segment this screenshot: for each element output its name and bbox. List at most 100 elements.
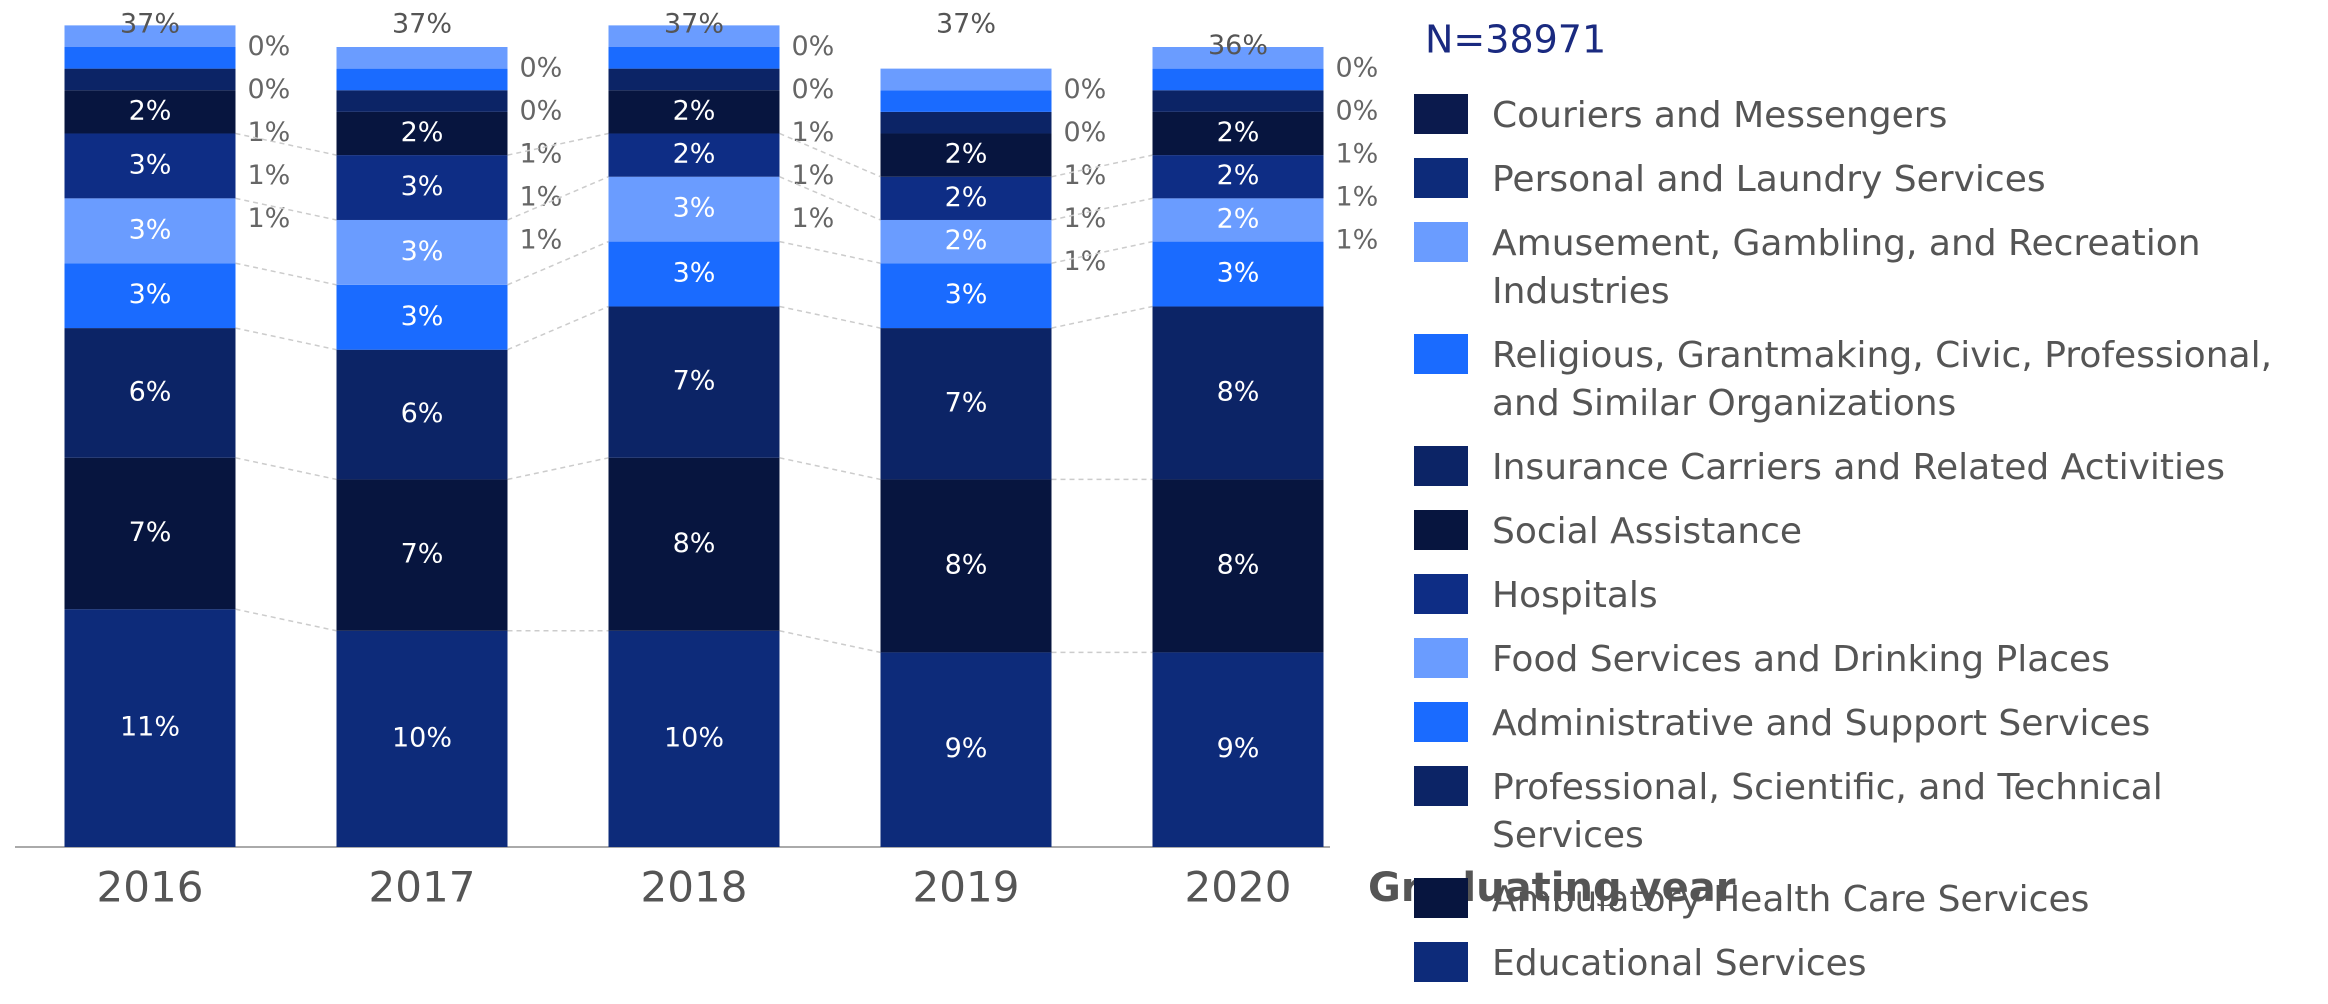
bar-segment	[336, 284, 508, 350]
data-label-outside: 1%	[248, 117, 291, 148]
data-label: 9%	[945, 733, 988, 764]
legend-label: Couriers and Messengers	[1492, 95, 1948, 136]
data-label-outside: 1%	[248, 203, 291, 234]
connector	[507, 457, 609, 481]
legend-swatch	[1414, 878, 1468, 918]
data-label: 10%	[664, 722, 724, 753]
legend-label: Amusement, Gambling, and Recreation Indu…	[1492, 223, 2201, 312]
total-label: 37%	[664, 9, 724, 40]
data-label-outside: 0%	[248, 31, 291, 62]
total-label: 37%	[936, 9, 996, 40]
bar-segment	[64, 47, 236, 69]
data-label: 7%	[673, 366, 716, 397]
data-label: 6%	[401, 398, 444, 429]
data-label: 2%	[1217, 160, 1260, 191]
bar-segment	[1152, 241, 1324, 307]
data-label: 2%	[673, 95, 716, 126]
bar-segment	[608, 133, 780, 177]
data-label-outside: 1%	[792, 160, 835, 191]
data-label-outside: 1%	[1064, 203, 1107, 234]
data-label-outside: 0%	[1336, 53, 1379, 84]
bar-segment	[336, 630, 508, 847]
data-label: 3%	[401, 301, 444, 332]
legend-label: Insurance Carriers and Related Activitie…	[1492, 447, 2225, 488]
legend-item: Food Services and Drinking Places	[1414, 636, 2314, 684]
legend-label: Professional, Scientific, and Technical …	[1492, 767, 2163, 856]
chart: N=38971 Graduating year 201611%7%6%3%3%3…	[15, 9, 1736, 907]
total-label: 37%	[392, 9, 452, 40]
legend-swatch	[1414, 510, 1468, 550]
bar-segment	[64, 198, 236, 264]
total-label: 37%	[120, 9, 180, 40]
legend-label: Social Assistance	[1492, 511, 1803, 552]
data-label: 3%	[673, 193, 716, 224]
bar-segment	[1152, 155, 1324, 199]
legend-swatch	[1414, 766, 1468, 806]
legend-item: Ambulatory Health Care Services	[1414, 876, 2314, 924]
x-tick-label: 2016	[97, 863, 204, 907]
page: {"chart_data": {"type": "stacked_bar", "…	[15, 8, 2314, 984]
legend-item: Religious, Grantmaking, Civic, Professio…	[1414, 332, 2314, 428]
bar-segment	[608, 630, 780, 847]
data-label-outside: 1%	[520, 225, 563, 256]
data-label-outside: 0%	[1064, 117, 1107, 148]
bar-segment	[1152, 652, 1324, 847]
legend-item: Professional, Scientific, and Technical …	[1414, 764, 2314, 860]
bar-segment	[64, 609, 236, 847]
legend-swatch	[1414, 446, 1468, 486]
bar-segment	[336, 349, 508, 480]
data-label-outside: 0%	[520, 96, 563, 127]
bar-segment	[880, 652, 1052, 847]
data-label-outside: 1%	[520, 139, 563, 170]
legend-item: Amusement, Gambling, and Recreation Indu…	[1414, 220, 2314, 316]
connector	[507, 305, 609, 351]
data-label-outside: 1%	[792, 203, 835, 234]
bar-segment	[880, 328, 1052, 480]
x-tick-label: 2020	[1185, 863, 1292, 907]
bar-segment	[64, 68, 236, 91]
bar-segment	[336, 68, 508, 91]
connector	[779, 132, 881, 178]
data-label: 3%	[401, 236, 444, 267]
total-label: 36%	[1208, 30, 1268, 61]
bar-segment	[1152, 306, 1324, 480]
data-label: 7%	[129, 517, 172, 548]
x-tick-label: 2019	[913, 863, 1020, 907]
bar-segment	[1152, 479, 1324, 653]
data-label: 6%	[129, 376, 172, 407]
data-label: 3%	[129, 149, 172, 180]
connector	[779, 630, 881, 654]
legend-item: Insurance Carriers and Related Activitie…	[1414, 444, 2314, 492]
connector	[779, 457, 881, 481]
data-label: 10%	[392, 722, 452, 753]
legend-swatch	[1414, 942, 1468, 982]
data-label: 3%	[945, 279, 988, 310]
data-label: 3%	[673, 258, 716, 289]
data-label-outside: 1%	[1064, 160, 1107, 191]
bar-segment	[64, 133, 236, 199]
bar-segment	[64, 328, 236, 458]
data-label: 11%	[120, 712, 180, 743]
bar-segment	[880, 263, 1052, 329]
bar-segment	[64, 263, 236, 329]
bar-segment	[1152, 198, 1324, 242]
bar-segment	[1152, 68, 1324, 91]
bar-segment	[336, 90, 508, 112]
bar-segment	[64, 90, 236, 134]
data-label: 2%	[673, 139, 716, 170]
connector	[507, 176, 609, 221]
data-label: 2%	[401, 117, 444, 148]
bar-segment	[608, 176, 780, 242]
data-label-outside: 1%	[520, 182, 563, 213]
connector	[235, 262, 337, 286]
data-label-outside: 0%	[792, 31, 835, 62]
bar-segment	[608, 306, 780, 458]
bar-segment	[880, 219, 1052, 264]
connector	[235, 327, 337, 351]
data-label: 3%	[1217, 258, 1260, 289]
data-label: 3%	[401, 171, 444, 202]
data-label: 2%	[1217, 117, 1260, 148]
data-label-outside: 1%	[1064, 246, 1107, 277]
connector	[1051, 305, 1153, 329]
bar-segment	[880, 68, 1052, 91]
